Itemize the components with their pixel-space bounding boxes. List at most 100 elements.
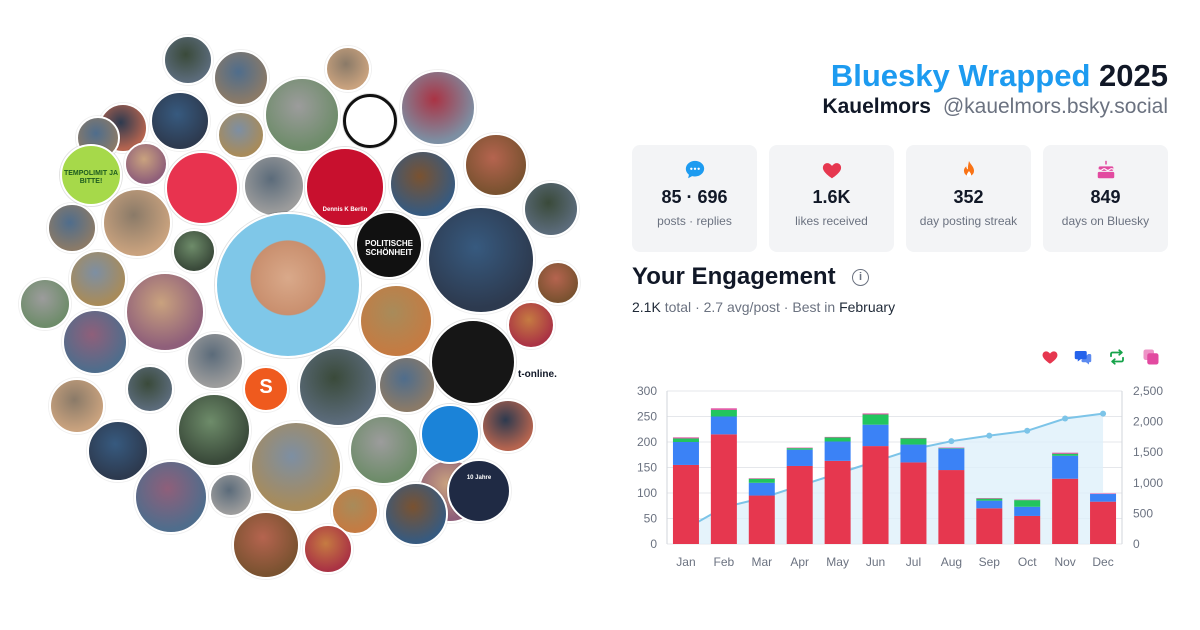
x-tick-label: Nov — [1054, 555, 1075, 569]
page-title: Bluesky Wrapped 2025 — [831, 58, 1168, 94]
bar-segment — [938, 470, 965, 544]
stat-label: day posting streak — [919, 214, 1018, 228]
cumulative-point — [1024, 427, 1031, 434]
engagement-total: 2.1K — [632, 299, 661, 315]
x-tick-label: Mar — [751, 555, 772, 569]
x-tick-label: Jun — [866, 555, 885, 569]
stat-label: likes received — [795, 214, 868, 228]
avatar — [355, 211, 423, 279]
avatar — [60, 144, 122, 206]
year-title: 2025 — [1099, 58, 1168, 93]
t-online-label: t-online. — [518, 369, 557, 380]
y2-tick-label: 0 — [1133, 537, 1140, 551]
bar-segment — [672, 437, 699, 439]
bar-segment — [1014, 506, 1041, 516]
avatar — [165, 151, 239, 225]
avatar — [303, 524, 353, 574]
legend-replies-reply-icon — [1074, 351, 1092, 365]
avatar — [163, 35, 213, 85]
avatar — [172, 229, 216, 273]
bar-segment — [710, 416, 737, 435]
avatar — [87, 420, 149, 482]
avatar — [305, 147, 385, 227]
main-avatar — [215, 212, 361, 358]
speech-bubble-icon — [685, 160, 704, 179]
avatar — [62, 309, 128, 375]
bar-segment — [786, 449, 813, 466]
bar-segment — [938, 448, 965, 471]
bar-segment — [786, 448, 813, 450]
cumulative-point — [948, 438, 955, 445]
stat-card-days: 849 days on Bluesky — [1043, 145, 1168, 252]
cake-icon — [1097, 160, 1114, 179]
y-tick-label: 50 — [644, 512, 658, 526]
bar-segment — [1052, 452, 1079, 454]
avatar — [427, 206, 535, 314]
bar-segment — [786, 447, 813, 449]
avatar — [523, 181, 579, 237]
y-tick-label: 0 — [650, 537, 657, 551]
legend-reposts-repost-icon — [1110, 349, 1124, 365]
bar-segment — [824, 436, 851, 438]
avatar — [430, 319, 516, 405]
bar-segment — [1090, 501, 1117, 544]
avatar — [343, 94, 397, 148]
bar-segment — [976, 500, 1003, 509]
avatar — [243, 366, 289, 412]
bar-segment — [1052, 455, 1079, 479]
engagement-summary: 2.1K total · 2.7 avg/post · Best in Febr… — [632, 299, 896, 315]
avatar — [186, 332, 244, 390]
bar-segment — [710, 409, 737, 417]
y-tick-label: 100 — [637, 486, 657, 500]
x-tick-label: Oct — [1018, 555, 1037, 569]
x-tick-label: Sep — [979, 555, 1001, 569]
y2-tick-label: 1,500 — [1133, 445, 1163, 459]
bar-segment — [900, 437, 927, 439]
heart-icon — [822, 163, 841, 179]
cumulative-point — [1062, 415, 1069, 422]
avatar — [69, 250, 127, 308]
y-tick-label: 250 — [637, 410, 657, 424]
avatar — [150, 91, 210, 151]
avatar — [384, 482, 448, 546]
bar-segment — [672, 442, 699, 465]
bar-segment — [862, 446, 889, 544]
avatar — [536, 261, 580, 305]
avatar — [47, 203, 97, 253]
bar-segment — [672, 438, 699, 442]
info-icon[interactable]: i — [852, 269, 869, 286]
x-tick-label: Jan — [676, 555, 695, 569]
y2-tick-label: 500 — [1133, 506, 1153, 520]
avatar — [213, 50, 269, 106]
avatar — [420, 404, 480, 464]
bar-segment — [862, 413, 889, 415]
stat-label: days on Bluesky — [1061, 214, 1150, 228]
avatar-label: S — [259, 376, 273, 398]
bar-segment — [672, 464, 699, 544]
avatar — [378, 356, 436, 414]
y-tick-label: 150 — [637, 461, 657, 475]
flame-icon — [963, 160, 974, 177]
stat-value: 352 — [953, 187, 984, 207]
bar-segment — [1052, 453, 1079, 456]
bar-segment — [938, 448, 965, 449]
avatar — [400, 70, 476, 146]
brand-title: Bluesky Wrapped — [830, 58, 1091, 93]
bar-segment — [748, 478, 775, 479]
avatar — [209, 473, 253, 517]
stat-card-likes: 1.6K likes received — [769, 145, 894, 252]
avatar-label: 10 Jahre — [466, 475, 492, 481]
bar-segment — [1014, 499, 1041, 501]
engagement-best-prefix: Best in — [792, 299, 836, 315]
legend-quotes-quote-icon — [1143, 349, 1159, 365]
user-identity: Kauelmors @kauelmors.bsky.social — [822, 95, 1168, 119]
bar-segment — [1014, 515, 1041, 544]
x-tick-label: Apr — [790, 555, 809, 569]
bar-segment — [748, 478, 775, 483]
avatar — [349, 415, 419, 485]
y2-tick-label: 1,000 — [1133, 476, 1163, 490]
avatar — [507, 301, 555, 349]
avatar — [217, 111, 265, 159]
engagement-avg: 2.7 avg/post — [703, 299, 780, 315]
bar-segment — [824, 460, 851, 544]
